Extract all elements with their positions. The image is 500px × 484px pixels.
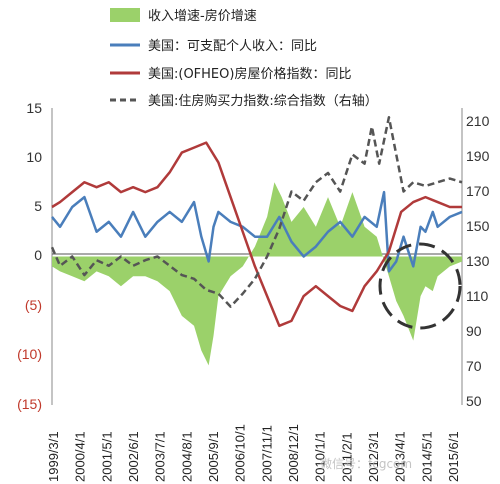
y-left-tick: 15 [26, 100, 42, 116]
x-tick-label: 2012/3/1 [366, 431, 381, 482]
y-right-tick: 50 [466, 393, 482, 409]
legend-swatch-area [110, 8, 140, 22]
x-tick-label: 2002/6/1 [126, 431, 141, 482]
x-tick-label: 2015/6/1 [446, 431, 461, 482]
x-tick-label: 1999/3/1 [46, 431, 61, 482]
y-left-tick: 10 [26, 149, 42, 165]
y-right-tick: 150 [466, 218, 490, 234]
y-right-tick: 110 [466, 288, 489, 304]
series-area-income-minus-hpi [52, 182, 462, 366]
x-tick-label: 2004/8/1 [179, 431, 194, 482]
y-left-tick: 0 [34, 247, 42, 263]
x-axis-ticks: 1999/3/1 2000/4/1 2001/5/1 2002/6/1 2003/7/1… [46, 424, 461, 482]
y-right-tick: 170 [466, 183, 490, 199]
x-tick-label: 2005/9/1 [206, 431, 221, 482]
x-tick-label: 2007/11/1 [259, 425, 274, 482]
y-left-tick: (15) [17, 396, 42, 412]
y-axis-left-ticks: 15 10 5 0 (5) (10) (15) [17, 100, 42, 412]
legend: 收入增速-房价增速 美国：可支配个人收入：同比 美国:(OFHEO)房屋价格指数… [110, 8, 378, 109]
series-layer [50, 116, 463, 366]
x-tick-label: 2003/7/1 [153, 431, 168, 482]
y-right-tick: 90 [466, 323, 482, 339]
series-line-hpi [51, 141, 462, 328]
y-right-tick: 210 [466, 113, 490, 129]
x-tick-label: 2014/5/1 [419, 431, 434, 482]
watermark: 微信号：fcgcom [320, 457, 412, 471]
legend-label-hpi: 美国:(OFHEO)房屋价格指数：同比 [148, 66, 351, 82]
y-right-tick: 130 [466, 253, 490, 269]
highlight-circle [378, 242, 462, 330]
y-left-tick: 5 [34, 198, 42, 214]
x-tick-label: 2006/10/1 [233, 424, 248, 482]
x-tick-label: 2013/4/1 [393, 431, 408, 482]
x-tick-label: 2011/2/1 [339, 432, 354, 482]
y-left-tick: (5) [25, 297, 42, 313]
x-tick-label: 2001/5/1 [99, 431, 114, 482]
y-left-tick: (10) [17, 346, 42, 362]
y-right-tick: 70 [466, 358, 482, 374]
y-axis-right-ticks: 210 190 170 150 130 110 90 70 50 [466, 113, 490, 409]
series-line-affordability [50, 116, 463, 308]
legend-label-income: 美国：可支配个人收入：同比 [148, 39, 317, 54]
x-tick-label: 2010/1/1 [313, 431, 328, 482]
x-tick-label: 2008/12/1 [286, 424, 301, 482]
x-tick-label: 2000/4/1 [73, 431, 88, 482]
legend-label-affordability: 美国:住房购买力指数:综合指数（右轴） [148, 93, 378, 109]
legend-label-area: 收入增速-房价增速 [148, 8, 257, 24]
y-right-tick: 190 [466, 148, 490, 164]
